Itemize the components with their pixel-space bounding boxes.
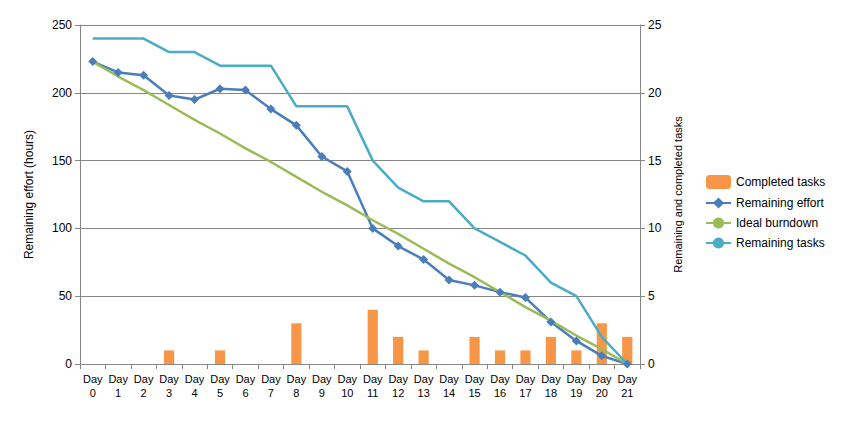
svg-text:Day: Day — [185, 373, 205, 385]
svg-text:Day: Day — [516, 373, 536, 385]
svg-text:12: 12 — [392, 387, 404, 399]
svg-text:9: 9 — [319, 387, 325, 399]
svg-text:11: 11 — [367, 387, 378, 399]
svg-text:6: 6 — [242, 387, 248, 399]
svg-text:Day: Day — [541, 373, 561, 385]
svg-text:Day: Day — [210, 373, 230, 385]
svg-text:Day: Day — [108, 373, 128, 385]
svg-text:200: 200 — [52, 86, 72, 100]
svg-text:20: 20 — [648, 86, 662, 100]
svg-text:Day: Day — [287, 373, 307, 385]
svg-text:Ideal burndown: Ideal burndown — [736, 216, 818, 230]
svg-text:Day: Day — [83, 373, 103, 385]
svg-text:13: 13 — [418, 387, 430, 399]
svg-text:7: 7 — [268, 387, 274, 399]
svg-text:100: 100 — [52, 221, 72, 235]
svg-text:0: 0 — [648, 357, 655, 371]
svg-text:Day: Day — [617, 373, 637, 385]
svg-text:Day: Day — [134, 373, 154, 385]
svg-text:15: 15 — [468, 387, 480, 399]
svg-text:Day: Day — [159, 373, 179, 385]
svg-text:Day: Day — [261, 373, 281, 385]
svg-text:19: 19 — [570, 387, 582, 399]
svg-text:14: 14 — [443, 387, 455, 399]
svg-text:25: 25 — [648, 18, 662, 32]
svg-text:Day: Day — [236, 373, 256, 385]
svg-text:10: 10 — [648, 221, 662, 235]
svg-text:Remaining effort (hours): Remaining effort (hours) — [22, 130, 36, 259]
svg-text:Day: Day — [567, 373, 587, 385]
svg-text:Day: Day — [490, 373, 510, 385]
svg-text:Completed tasks: Completed tasks — [736, 175, 825, 189]
svg-text:18: 18 — [545, 387, 557, 399]
svg-text:Day: Day — [465, 373, 485, 385]
svg-text:0: 0 — [90, 387, 96, 399]
svg-text:4: 4 — [191, 387, 197, 399]
svg-text:20: 20 — [596, 387, 608, 399]
svg-text:21: 21 — [621, 387, 633, 399]
svg-text:1: 1 — [115, 387, 121, 399]
svg-text:250: 250 — [52, 18, 72, 32]
svg-text:15: 15 — [648, 154, 662, 168]
svg-text:10: 10 — [341, 387, 353, 399]
svg-text:Remaining and completed tasks: Remaining and completed tasks — [672, 116, 684, 273]
svg-text:Day: Day — [312, 373, 332, 385]
svg-text:Day: Day — [363, 373, 383, 385]
svg-text:5: 5 — [648, 289, 655, 303]
svg-text:2: 2 — [141, 387, 147, 399]
svg-text:8: 8 — [293, 387, 299, 399]
svg-text:Remaining effort: Remaining effort — [736, 196, 824, 210]
svg-text:150: 150 — [52, 154, 72, 168]
svg-text:0: 0 — [65, 357, 72, 371]
svg-text:5: 5 — [217, 387, 223, 399]
svg-text:Day: Day — [337, 373, 357, 385]
svg-text:16: 16 — [494, 387, 506, 399]
svg-text:Day: Day — [388, 373, 408, 385]
svg-text:Day: Day — [592, 373, 612, 385]
svg-text:Day: Day — [439, 373, 459, 385]
svg-text:50: 50 — [59, 289, 73, 303]
svg-text:17: 17 — [519, 387, 531, 399]
svg-text:Day: Day — [414, 373, 434, 385]
svg-text:Remaining tasks: Remaining tasks — [736, 236, 825, 250]
svg-text:3: 3 — [166, 387, 172, 399]
